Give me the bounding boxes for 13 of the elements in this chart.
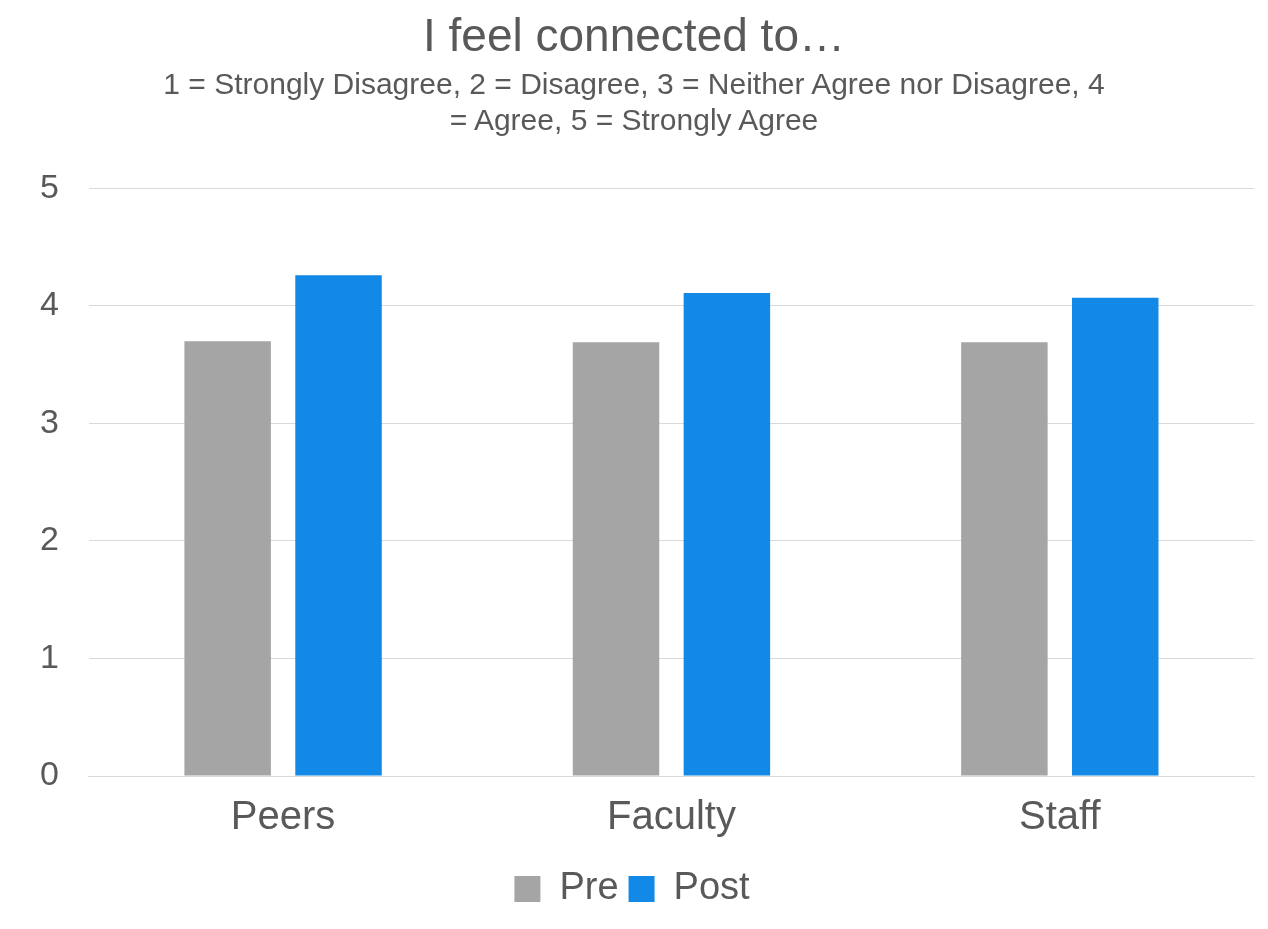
x-tick-label: Faculty	[606, 793, 736, 838]
chart-subtitle: 1 = Strongly Disagree, 2 = Disagree, 3 = Neither Agree nor Disagree, 4 = Agree, 5 = Strongly Agree	[162, 66, 1106, 138]
chart-title: I feel connected to…	[422, 9, 846, 61]
x-tick-label: Peers	[230, 793, 336, 838]
y-tick-label: 5	[39, 166, 59, 205]
y-tick-label: 2	[39, 519, 59, 558]
legend-label: Post	[673, 865, 751, 908]
y-tick-label: 3	[39, 401, 59, 440]
x-tick-label: Staff	[1019, 793, 1102, 838]
y-tick-label: 0	[39, 754, 59, 793]
legend-label: Pre	[559, 865, 619, 908]
y-tick-label: 1	[39, 636, 59, 675]
y-tick-label: 4	[39, 284, 59, 323]
